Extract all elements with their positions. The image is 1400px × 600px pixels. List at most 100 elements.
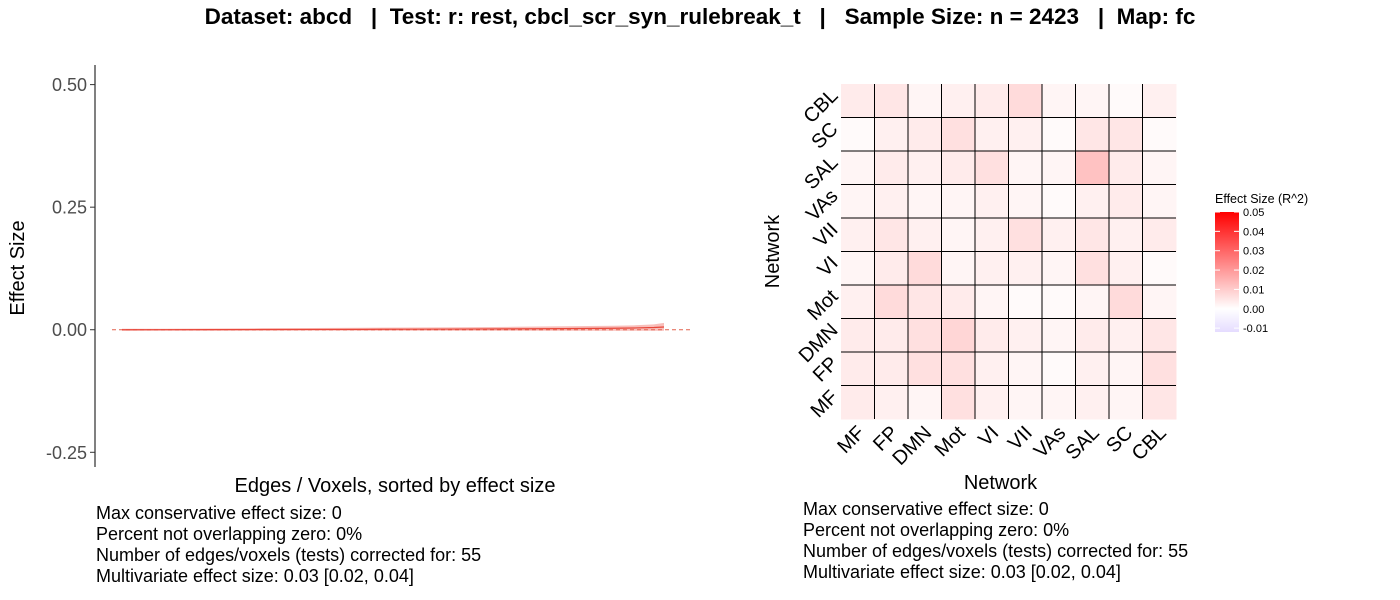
- heatmap-cell: [841, 352, 875, 386]
- heatmap-cell: [1075, 285, 1110, 319]
- heatmap-cell: [1142, 151, 1177, 185]
- heatmap-cell: [975, 151, 1009, 185]
- heatmap-cell: [1008, 117, 1043, 152]
- colorbar-tick-label: 0.03: [1243, 246, 1264, 258]
- heatmap-cell: [941, 285, 976, 319]
- heatmap-cell: [941, 117, 976, 152]
- colorbar: [1215, 212, 1239, 332]
- heatmap-cell: [841, 84, 875, 118]
- heatmap-cell: [1075, 385, 1110, 420]
- heatmap-cell: [1075, 151, 1110, 185]
- heatmap-cell: [1109, 184, 1143, 219]
- heatmap-cell: [1109, 117, 1143, 152]
- heatmap-cell: [908, 151, 942, 185]
- heatmap-cell: [1142, 318, 1177, 353]
- heatmap-cell: [874, 318, 909, 353]
- effect-size-line-chart: -0.25 0.00 0.25 0.50 Effect Size Edges / Voxe…: [7, 65, 690, 497]
- left-chart-notes: Max conservative effect size: 0 Percent …: [96, 503, 481, 587]
- legend-title: Effect Size (R^2): [1215, 192, 1308, 206]
- heatmap-cell: [975, 318, 1009, 353]
- heatmap-cell: [1042, 251, 1076, 286]
- heatmap-cell: [1042, 151, 1076, 185]
- y-tick-label: 0.50: [52, 75, 87, 95]
- y-axis-label: Network: [762, 214, 784, 288]
- heatmap-cell: [941, 151, 976, 185]
- heatmap-cell: [1109, 84, 1143, 118]
- note-tests-corrected: Number of edges/voxels (tests) corrected…: [96, 545, 482, 565]
- heatmap-cell: [874, 251, 909, 286]
- x-axis-label: Edges / Voxels, sorted by effect size: [235, 475, 556, 497]
- x-category-label: CBL: [1128, 422, 1171, 465]
- heatmap-cell: [1042, 285, 1076, 319]
- x-category-label: VAs: [1030, 422, 1070, 462]
- heatmap-cell: [941, 352, 976, 386]
- heatmap-cell: [941, 184, 976, 219]
- note-multivariate: Multivariate effect size: 0.03 [0.02, 0.…: [96, 566, 414, 586]
- heatmap-cell: [1042, 84, 1076, 118]
- y-category-label: CBL: [799, 85, 842, 128]
- heatmap-cell: [841, 218, 875, 252]
- heatmap-cell: [1075, 251, 1110, 286]
- heatmap-cell: [1042, 117, 1076, 152]
- heatmap-cell: [1008, 251, 1043, 286]
- heatmap-cell: [1109, 285, 1143, 319]
- heatmap-cell: [941, 84, 976, 118]
- heatmap-cell: [1042, 218, 1076, 252]
- heatmap-cell: [975, 184, 1009, 219]
- heatmap-cell: [975, 285, 1009, 319]
- heatmap-cell: [908, 117, 942, 152]
- note-multivariate: Multivariate effect size: 0.03 [0.02, 0.…: [803, 562, 1121, 582]
- heatmap-cell: [975, 385, 1009, 420]
- y-category-label: SAL: [800, 152, 842, 194]
- y-tick-label: 0.25: [52, 198, 87, 218]
- heatmap-cell: [975, 84, 1009, 118]
- heatmap-cell: [841, 151, 875, 185]
- x-category-label: SAL: [1061, 422, 1103, 464]
- heatmap-cell: [874, 84, 909, 118]
- heatmap-cell: [1008, 385, 1043, 420]
- heatmap-cell: [1109, 251, 1143, 286]
- note-max-conservative: Max conservative effect size: 0: [96, 503, 342, 523]
- y-tick-label: -0.25: [46, 443, 87, 463]
- colorbar-tick-label: 0.01: [1243, 284, 1264, 296]
- heatmap-cell: [874, 184, 909, 219]
- heatmap-cell: [908, 352, 942, 386]
- y-category-label: VAs: [802, 185, 842, 225]
- heatmap-cell: [1008, 352, 1043, 386]
- heatmap-cell: [941, 318, 976, 353]
- heatmap-cell: [1142, 285, 1177, 319]
- heatmap-cell: [975, 352, 1009, 386]
- heatmap-cell: [1142, 84, 1177, 118]
- heatmap-cell: [841, 117, 875, 152]
- y-category-label: Mot: [803, 285, 842, 324]
- heatmap-cell: [1008, 84, 1043, 118]
- heatmap-cell: [1008, 184, 1043, 219]
- colorbar-tick-label: 0.02: [1243, 265, 1264, 277]
- heatmap-cell: [908, 184, 942, 219]
- heatmap-cell: [941, 251, 976, 286]
- heatmap-cell: [874, 385, 909, 420]
- y-category-label: MF: [807, 386, 843, 422]
- heatmap-cell: [841, 318, 875, 353]
- heatmap-cell: [1008, 318, 1043, 353]
- y-tick-label: 0.00: [52, 320, 87, 340]
- x-category-label: VI: [974, 422, 1003, 451]
- heatmap-cell: [941, 385, 976, 420]
- heatmap-cell: [1042, 385, 1076, 420]
- heatmap-cell: [1142, 117, 1177, 152]
- heatmap-cell: [841, 285, 875, 319]
- heatmap-cell: [1008, 285, 1043, 319]
- heatmap-cell: [874, 285, 909, 319]
- heatmap-cell: [975, 218, 1009, 252]
- heatmap-cell: [1109, 318, 1143, 353]
- heatmap-cell: [1142, 184, 1177, 219]
- heatmap-cell: [908, 218, 942, 252]
- heatmap-cell: [908, 285, 942, 319]
- heatmap-cell: [975, 251, 1009, 286]
- heatmap-cell: [841, 184, 875, 219]
- heatmap-cell: [1109, 352, 1143, 386]
- heatmap-cell: [874, 218, 909, 252]
- heatmap-cell: [1075, 184, 1110, 219]
- heatmap-cell: [941, 218, 976, 252]
- colorbar-legend: Effect Size (R^2)0.05 0.04 0.03 0.02 0.01 0.0…: [1215, 192, 1308, 335]
